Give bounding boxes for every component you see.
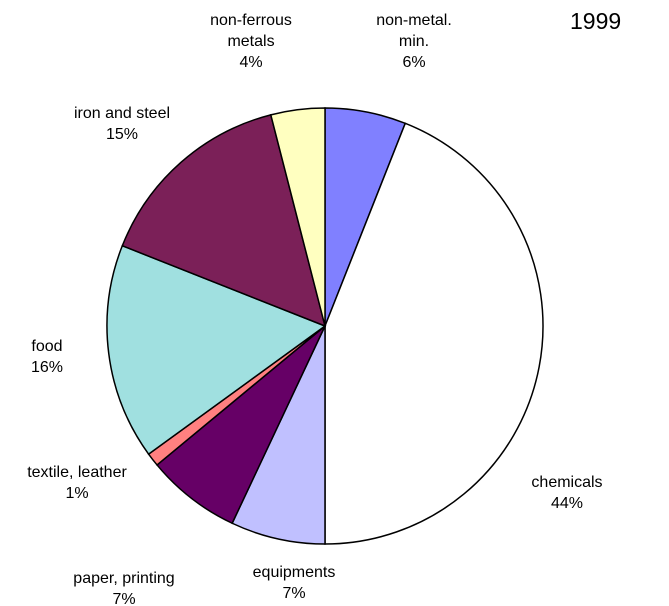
category-label: equipments bbox=[252, 564, 336, 581]
slice-label: equipments 7% bbox=[224, 562, 364, 604]
slice-label: paper, printing 7% bbox=[49, 568, 199, 606]
slice-label: chemicals 44% bbox=[507, 472, 627, 514]
pie-slice bbox=[121, 113, 327, 328]
value-label: 4% bbox=[239, 54, 263, 71]
category-label: non-ferrous metals bbox=[210, 12, 292, 50]
slice-label: non-metal. min. 6% bbox=[374, 10, 454, 73]
slice-label: food 16% bbox=[17, 336, 77, 378]
value-label: 16% bbox=[30, 359, 64, 376]
value-label: 44% bbox=[550, 495, 584, 512]
category-label: textile, leather bbox=[27, 464, 127, 481]
category-label: non-metal. min. bbox=[376, 12, 452, 50]
category-label: food bbox=[31, 338, 63, 355]
value-label: 15% bbox=[105, 126, 139, 143]
category-label: chemicals bbox=[531, 474, 603, 491]
chart-title: 1999 bbox=[570, 8, 622, 34]
slice-label: iron and steel 15% bbox=[52, 103, 192, 145]
category-label: paper, printing bbox=[73, 570, 175, 587]
slice-label: non-ferrous metals 4% bbox=[206, 10, 296, 73]
pie-slice bbox=[324, 122, 544, 545]
pie-slice bbox=[269, 107, 326, 327]
value-label: 6% bbox=[402, 54, 426, 71]
value-label: 1% bbox=[65, 485, 89, 502]
slice-label: textile, leather 1% bbox=[2, 462, 152, 504]
pie-slice bbox=[106, 244, 327, 456]
category-label: iron and steel bbox=[73, 105, 171, 122]
value-label: 7% bbox=[112, 591, 136, 606]
value-label: 7% bbox=[282, 585, 306, 602]
